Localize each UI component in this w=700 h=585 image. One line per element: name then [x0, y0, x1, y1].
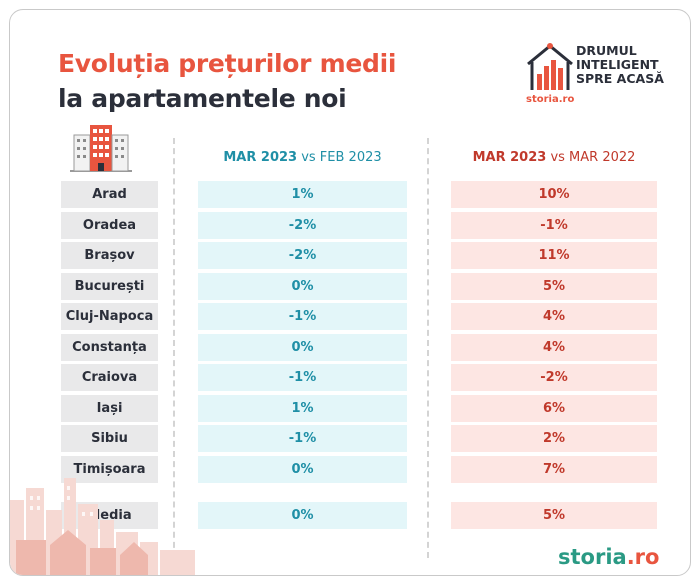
yearly-change-cell: 5% — [451, 502, 657, 529]
column-header-monthly: MAR 2023 vs FEB 2023 — [198, 150, 407, 165]
yearly-change-cell: 2% — [451, 425, 657, 452]
tagline-line-3: SPRE ACASĂ — [576, 71, 664, 86]
monthly-change-cell: -2% — [198, 212, 407, 239]
column-header-yearly: MAR 2023 vs MAR 2022 — [451, 150, 657, 165]
monthly-change-cell: 1% — [198, 181, 407, 208]
city-name: Constanța — [61, 334, 158, 361]
yearly-change-cell: 11% — [451, 242, 657, 269]
page-title: Evoluția prețurilor medii la apartamente… — [58, 46, 396, 116]
brand-small-logo: storia.ro — [526, 94, 575, 105]
tagline-line-1: DRUMUL — [576, 43, 637, 58]
monthly-change-cell: -1% — [198, 425, 407, 452]
storia-logo-name: storia — [558, 545, 627, 569]
city-name: Iași — [61, 395, 158, 422]
city-name: Oradea — [61, 212, 158, 239]
storia-logo: storia.ro — [558, 545, 659, 569]
column-header-yearly-compare: vs MAR 2022 — [546, 150, 636, 165]
yearly-change-cell: 7% — [451, 456, 657, 483]
monthly-change-cell: -1% — [198, 303, 407, 330]
city-name: Brașov — [61, 242, 158, 269]
city-name: Arad — [61, 181, 158, 208]
yearly-change-cell: -2% — [451, 364, 657, 391]
tagline-line-2: INTELIGENT — [576, 57, 659, 72]
column-header-monthly-compare: vs FEB 2023 — [297, 150, 382, 165]
yearly-change-cell: -1% — [451, 212, 657, 239]
divider-left — [173, 138, 175, 558]
yearly-change-cell: 4% — [451, 334, 657, 361]
apartment-building-icon — [70, 125, 132, 172]
monthly-change-cell: 0% — [198, 334, 407, 361]
house-chart-icon — [527, 43, 573, 90]
monthly-change-cell: 0% — [198, 273, 407, 300]
yearly-change-cell: 10% — [451, 181, 657, 208]
city-name: Timișoara — [61, 456, 158, 483]
brand-logo: DRUMUL INTELIGENT SPRE ACASĂ storia.ro — [524, 42, 674, 112]
column-header-monthly-period: MAR 2023 — [223, 150, 298, 165]
city-skyline-illustration — [10, 478, 195, 575]
column-header-yearly-period: MAR 2023 — [472, 150, 547, 165]
title-line-1: Evoluția prețurilor medii — [58, 49, 397, 78]
storia-logo-domain: .ro — [626, 545, 660, 569]
divider-right — [427, 138, 429, 558]
yearly-change-cell: 5% — [451, 273, 657, 300]
monthly-change-cell: -1% — [198, 364, 407, 391]
monthly-change-cell: 0% — [198, 456, 407, 483]
monthly-change-cell: -2% — [198, 242, 407, 269]
yearly-change-cell: 6% — [451, 395, 657, 422]
city-name: București — [61, 273, 158, 300]
infographic-card: Evoluția prețurilor medii la apartamente… — [9, 9, 691, 576]
city-name: Craiova — [61, 364, 158, 391]
title-line-2: la apartamentele noi — [58, 84, 347, 113]
monthly-change-cell: 0% — [198, 502, 407, 529]
city-name: Cluj-Napoca — [61, 303, 158, 330]
city-name: Sibiu — [61, 425, 158, 452]
yearly-change-cell: 4% — [451, 303, 657, 330]
monthly-change-cell: 1% — [198, 395, 407, 422]
brand-tagline: DRUMUL INTELIGENT SPRE ACASĂ — [576, 44, 664, 86]
